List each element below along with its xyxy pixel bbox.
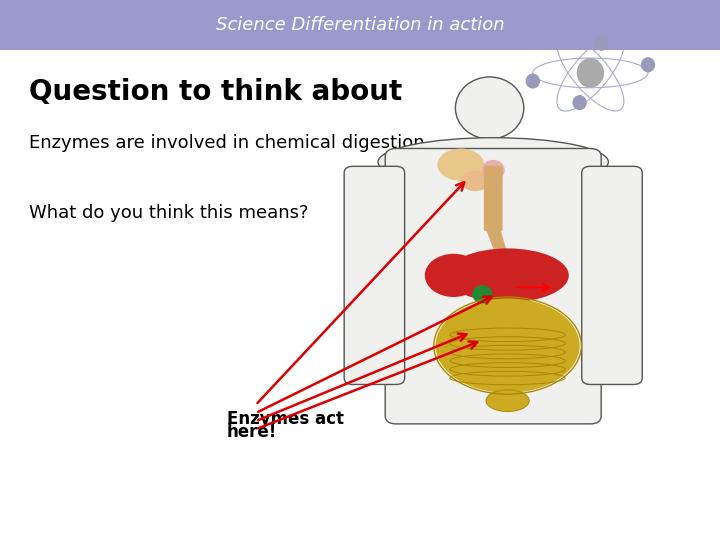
Polygon shape [486,230,508,254]
Ellipse shape [486,390,529,411]
Ellipse shape [472,285,492,303]
FancyBboxPatch shape [484,166,503,231]
Ellipse shape [482,160,505,180]
Ellipse shape [436,298,580,393]
FancyBboxPatch shape [344,166,405,384]
Text: Enzymes are involved in chemical digestion.: Enzymes are involved in chemical digesti… [29,134,430,152]
Text: What do you think this means?: What do you think this means? [29,204,308,222]
Ellipse shape [438,148,484,181]
Text: Science Differentiation in action: Science Differentiation in action [216,16,504,34]
Text: Enzymes act: Enzymes act [227,409,344,428]
FancyBboxPatch shape [582,166,642,384]
FancyBboxPatch shape [385,148,601,424]
Ellipse shape [461,171,490,191]
Ellipse shape [641,57,655,72]
Ellipse shape [378,138,608,186]
Ellipse shape [456,77,524,139]
Ellipse shape [425,254,482,297]
Ellipse shape [577,58,604,87]
Polygon shape [480,138,500,146]
Bar [0,0,720,50]
Ellipse shape [526,73,540,89]
Text: here!: here! [227,423,277,441]
Ellipse shape [446,248,569,302]
Text: Question to think about: Question to think about [29,78,402,106]
Ellipse shape [572,95,587,110]
Ellipse shape [594,36,608,51]
